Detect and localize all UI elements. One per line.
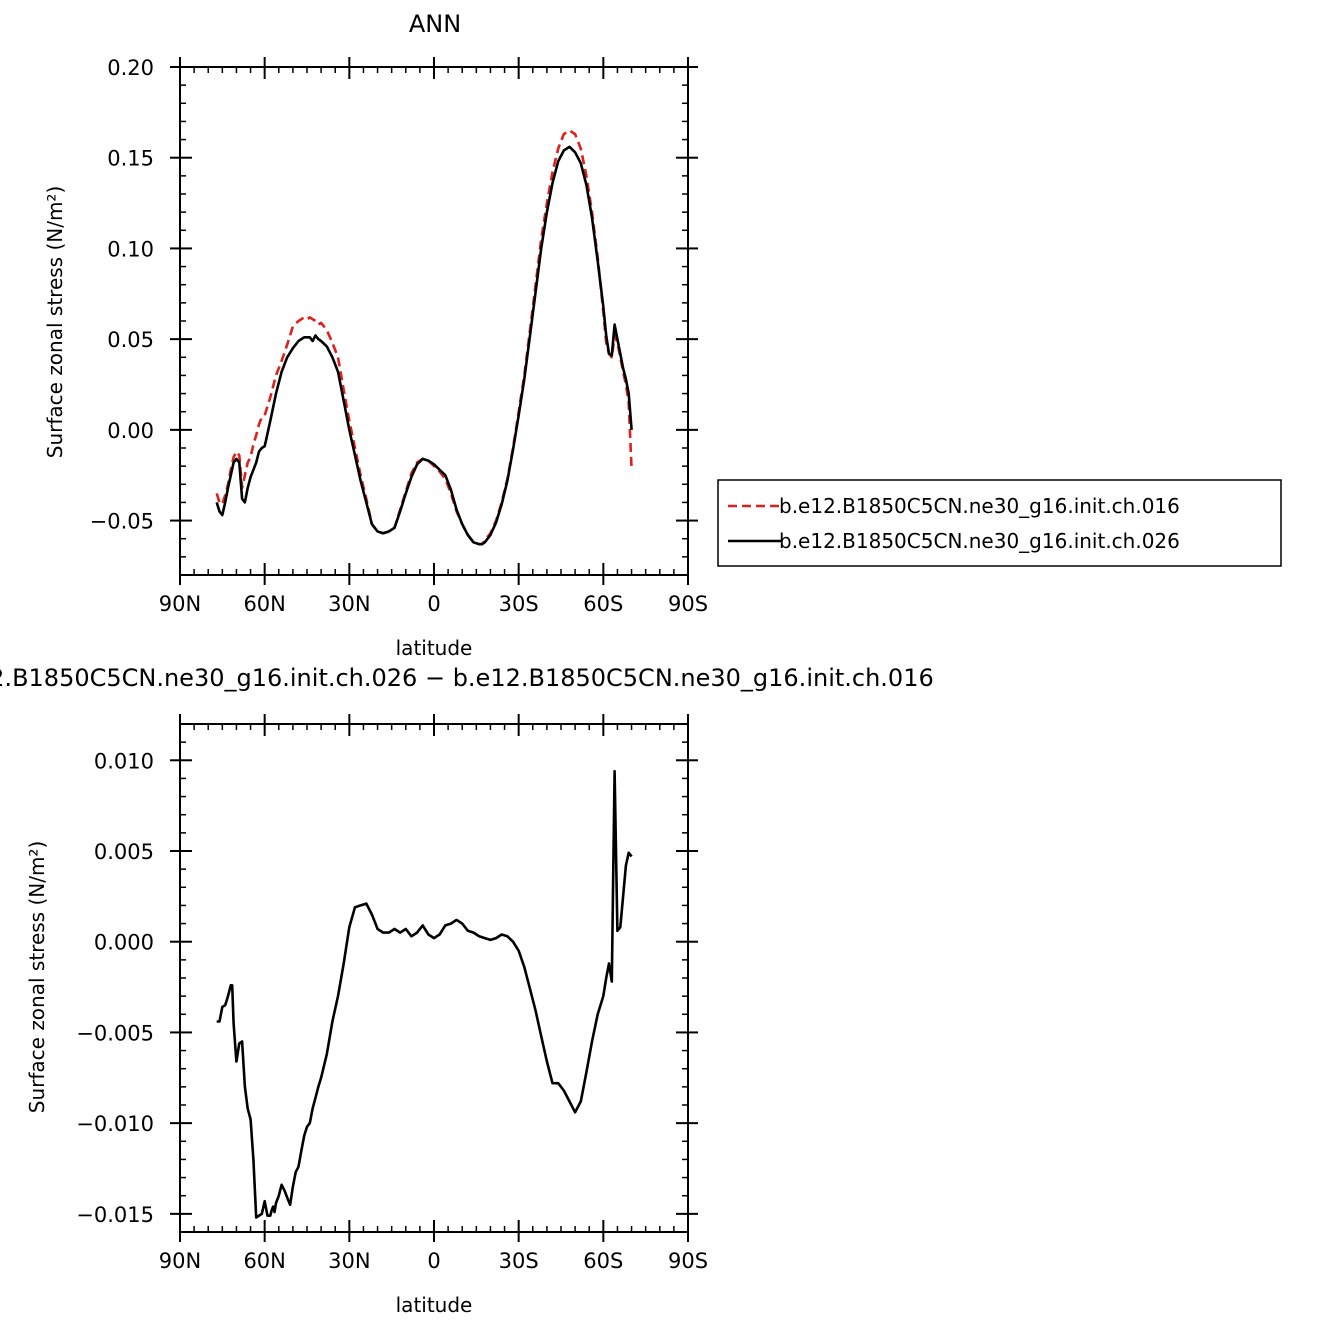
top-y-tick-label: 0.20	[107, 56, 154, 80]
legend-box	[717, 479, 1282, 567]
top-x-tick-label: 90S	[668, 592, 708, 616]
top-x-tick-label: 60N	[243, 592, 285, 616]
bottom-x-tick-label: 90N	[159, 1249, 201, 1273]
top-series-line-1	[215, 145, 633, 546]
top-plot-frame	[179, 66, 689, 576]
bottom-x-tick-label: 30N	[328, 1249, 370, 1273]
top-y-axis-label: Surface zonal stress (N/m²)	[43, 186, 67, 458]
legend-label-016: b.e12.B1850C5CN.ne30_g16.init.ch.016	[779, 494, 1180, 518]
bottom-y-tick-label: −0.005	[76, 1021, 154, 1045]
bottom-x-tick-label: 60N	[243, 1249, 285, 1273]
bottom-series	[216, 769, 633, 1219]
top-y-tick-label: 0.15	[107, 147, 154, 171]
bottom-y-tick-label: 0.005	[94, 840, 154, 864]
bottom-chart-title: b.e12.B1850C5CN.ne30_g16.init.ch.026 − b…	[0, 664, 934, 692]
bottom-y-tick-label: −0.015	[76, 1203, 154, 1227]
bottom-plot-frame	[179, 723, 689, 1233]
top-series	[215, 129, 633, 546]
bottom-panel: b.e12.B1850C5CN.ne30_g16.init.ch.026 − b…	[0, 664, 934, 1317]
legend-label-026: b.e12.B1850C5CN.ne30_g16.init.ch.026	[779, 529, 1180, 553]
bottom-x-tick-label: 90S	[668, 1249, 708, 1273]
top-y-tick-label: −0.05	[90, 510, 154, 534]
bottom-y-axis-label: Surface zonal stress (N/m²)	[25, 841, 49, 1113]
bottom-y-tick-label: 0.010	[94, 749, 154, 773]
top-y-tick-label: 0.10	[107, 237, 154, 261]
legend: b.e12.B1850C5CN.ne30_g16.init.ch.016 b.e…	[717, 479, 1282, 567]
top-series-line-0	[215, 129, 633, 546]
top-x-tick-label: 90N	[159, 592, 201, 616]
top-x-axis-label: latitude	[396, 636, 473, 660]
bottom-x-tick-label: 0	[427, 1249, 440, 1273]
bottom-y-tick-label: −0.010	[76, 1112, 154, 1136]
top-x-tick-label: 30N	[328, 592, 370, 616]
top-x-tick-label: 60S	[583, 592, 623, 616]
bottom-y-tick-label: 0.000	[94, 931, 154, 955]
top-x-tick-label: 0	[427, 592, 440, 616]
top-chart-title: ANN	[409, 10, 461, 38]
bottom-x-tick-label: 60S	[583, 1249, 623, 1273]
bottom-x-axis-label: latitude	[396, 1293, 473, 1317]
bottom-ticks: 90N 60N 30N 0 30S 60S 90S 0.010 0.005 0.000 −0.005…	[76, 714, 708, 1273]
top-x-tick-label: 30S	[499, 592, 539, 616]
top-panel: ANN latitude Surface zonal stress (N/m²)…	[43, 10, 708, 660]
bottom-series-line-0	[216, 769, 633, 1219]
bottom-x-tick-label: 30S	[499, 1249, 539, 1273]
top-y-tick-label: 0.00	[107, 419, 154, 443]
top-y-tick-label: 0.05	[107, 328, 154, 352]
